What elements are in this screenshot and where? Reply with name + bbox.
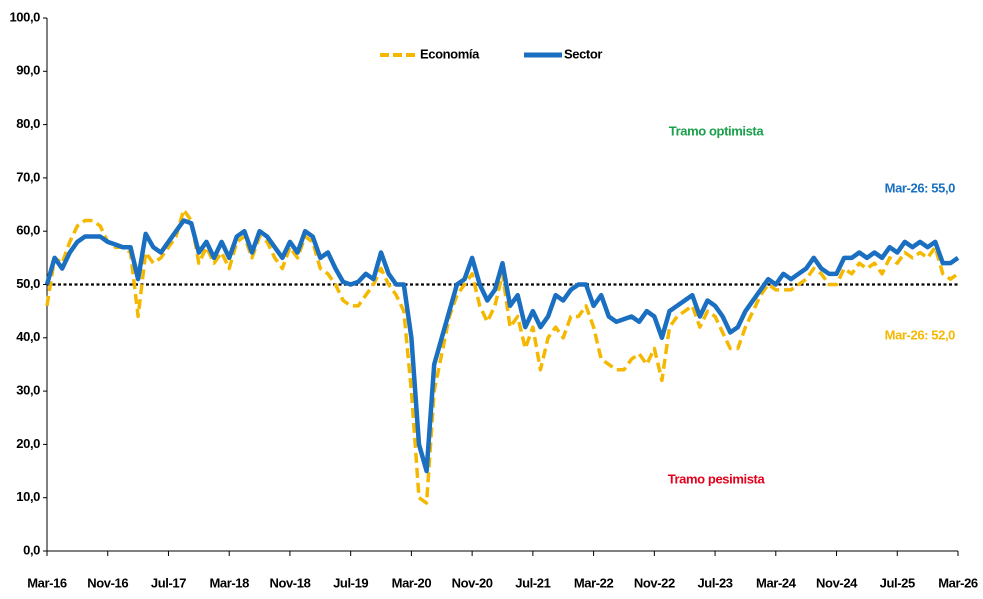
- x-tick-label: Nov-18: [269, 575, 310, 590]
- y-tick-label: 50,0: [16, 276, 40, 291]
- y-tick-label: 90,0: [16, 63, 40, 78]
- annotation: Mar-26: 52,0: [885, 327, 956, 342]
- legend-label: Sector: [564, 46, 602, 61]
- x-tick-label: Nov-20: [452, 575, 493, 590]
- annotation: Tramo optimista: [669, 123, 765, 138]
- series-line: [44, 218, 960, 474]
- legend-label: Economía: [420, 46, 480, 61]
- y-tick-label: 70,0: [16, 169, 40, 184]
- y-tick-label: 80,0: [16, 116, 40, 131]
- series-line: [45, 208, 960, 505]
- x-tick-label: Jul-23: [697, 575, 732, 590]
- y-tick-label: 40,0: [16, 329, 40, 344]
- x-tick-label: Jul-25: [880, 575, 915, 590]
- x-tick-label: Mar-18: [209, 575, 249, 590]
- x-tick-label: Mar-26: [938, 575, 978, 590]
- x-tick-label: Mar-16: [27, 575, 67, 590]
- y-tick-label: 10,0: [16, 489, 40, 504]
- annotation: Mar-26: 55,0: [885, 180, 956, 195]
- x-tick-label: Mar-20: [392, 575, 432, 590]
- x-tick-label: Nov-24: [816, 575, 858, 590]
- x-tick-label: Jul-19: [333, 575, 368, 590]
- y-tick-label: 30,0: [16, 383, 40, 398]
- x-tick-label: Nov-16: [87, 575, 128, 590]
- y-tick-label: 20,0: [16, 436, 40, 451]
- y-tick-label: 60,0: [16, 223, 40, 238]
- y-tick-label: 0,0: [23, 542, 40, 557]
- y-tick-label: 100,0: [9, 9, 40, 24]
- x-tick-label: Nov-22: [634, 575, 675, 590]
- x-tick-label: Mar-22: [574, 575, 614, 590]
- x-tick-label: Jul-17: [151, 575, 186, 590]
- annotation: Tramo pesimista: [668, 471, 766, 486]
- x-tick-label: Mar-24: [756, 575, 797, 590]
- x-tick-label: Jul-21: [515, 575, 550, 590]
